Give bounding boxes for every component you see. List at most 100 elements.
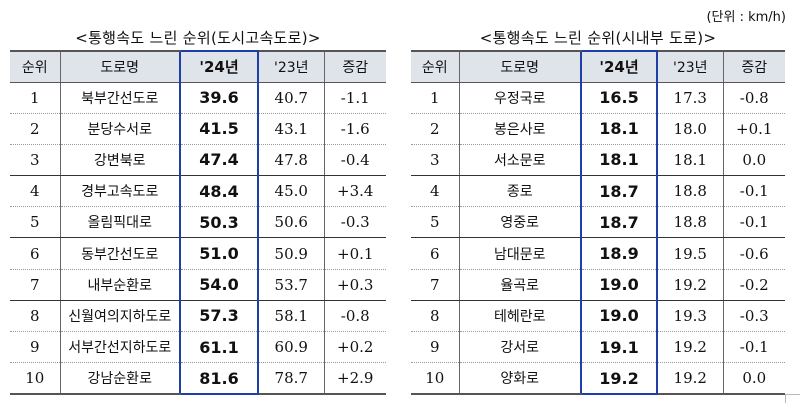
header-2024: '24년 (580, 50, 658, 83)
change-cell: -0.3 (722, 300, 785, 333)
speed-2024-cell: 18.9 (580, 237, 658, 270)
rank-cell: 7 (10, 269, 60, 301)
change-cell: -0.2 (722, 269, 785, 301)
speed-2023-cell: 43.1 (258, 113, 324, 145)
speed-2024-cell: 18.1 (580, 144, 658, 177)
rank-cell: 4 (411, 175, 459, 208)
change-cell: -0.1 (722, 331, 785, 364)
table-row: 10 양화로 19.2 19.2 0.0 (411, 362, 785, 395)
header-change: 증감 (323, 50, 386, 83)
table-row: 7 율곡로 19.0 19.2 -0.2 (411, 269, 785, 301)
downtown-road-title: <통행속도 느린 순위(시내부 도로)> (479, 29, 717, 47)
road-name-cell: 남대문로 (458, 237, 581, 270)
road-name-cell: 영중로 (458, 206, 581, 239)
speed-2023-cell: 19.5 (657, 237, 723, 270)
rank-cell: 8 (411, 300, 459, 333)
change-cell: 0.0 (722, 144, 785, 177)
speed-2023-cell: 18.0 (657, 113, 723, 145)
speed-2024-cell: 61.1 (179, 331, 259, 364)
speed-2023-cell: 50.6 (258, 206, 324, 239)
rank-cell: 3 (411, 144, 459, 177)
table-row: 10 강남순환로 81.6 78.7 +2.9 (10, 362, 386, 395)
table-row: 4 경부고속도로 48.4 45.0 +3.4 (10, 175, 386, 208)
speed-2023-cell: 45.0 (258, 175, 324, 208)
rank-cell: 2 (10, 113, 60, 145)
rank-cell: 4 (10, 175, 60, 208)
table-row: 8 신월여의지하도로 57.3 58.1 -0.8 (10, 300, 386, 333)
road-name-cell: 봉은사로 (458, 113, 581, 145)
rank-cell: 6 (411, 237, 459, 270)
rank-cell: 9 (10, 331, 60, 364)
change-cell: +0.1 (323, 237, 386, 270)
rank-cell: 7 (411, 269, 459, 301)
change-cell: +0.1 (722, 113, 785, 145)
road-name-cell: 강서로 (458, 331, 581, 364)
header-2023: '23년 (657, 50, 723, 83)
rank-cell: 6 (10, 237, 60, 270)
unit-label: (단위 : km/h) (706, 10, 786, 25)
header-rank: 순위 (411, 50, 459, 83)
road-name-cell: 동부간선도로 (59, 237, 180, 270)
table-row: 4 종로 18.7 18.8 -0.1 (411, 175, 785, 208)
speed-2023-cell: 18.8 (657, 206, 723, 239)
table-row: 3 강변북로 47.4 47.8 -0.4 (10, 144, 386, 177)
road-name-cell: 올림픽대로 (59, 206, 180, 239)
urban-expressway-panel: <통행속도 느린 순위(도시고속도로)> 순위 도로명 '24년 '23년 증감… (10, 26, 386, 395)
change-cell: -1.1 (323, 82, 386, 114)
road-name-cell: 경부고속도로 (59, 175, 180, 208)
road-name-cell: 내부순환로 (59, 269, 180, 301)
road-name-cell: 강남순환로 (59, 362, 180, 395)
table-header-row: 순위 도로명 '24년 '23년 증감 (411, 50, 785, 83)
speed-2024-cell: 50.3 (179, 206, 259, 239)
road-name-cell: 테헤란로 (458, 300, 581, 333)
change-cell: -0.1 (722, 175, 785, 208)
table-row: 9 강서로 19.1 19.2 -0.1 (411, 331, 785, 364)
page-corner-mark (785, 394, 800, 403)
change-cell: 0.0 (722, 362, 785, 395)
change-cell: -0.3 (323, 206, 386, 239)
change-cell: +2.9 (323, 362, 386, 395)
table-row: 2 봉은사로 18.1 18.0 +0.1 (411, 113, 785, 145)
downtown-road-body: 1 우정국로 16.5 17.3 -0.8 2 봉은사로 18.1 18.0 +0.1 3 서소문로 1… (411, 82, 785, 395)
road-name-cell: 서소문로 (458, 144, 581, 177)
rank-cell: 8 (10, 300, 60, 333)
road-name-cell: 강변북로 (59, 144, 180, 177)
change-cell: +0.3 (323, 269, 386, 301)
table-header-row: 순위 도로명 '24년 '23년 증감 (10, 50, 386, 83)
downtown-road-panel: <통행속도 느린 순위(시내부 도로)> 순위 도로명 '24년 '23년 증감… (411, 26, 785, 395)
table-row: 2 분당수서로 41.5 43.1 -1.6 (10, 113, 386, 145)
speed-2023-cell: 19.2 (657, 269, 723, 301)
table-row: 1 우정국로 16.5 17.3 -0.8 (411, 82, 785, 114)
header-road: 도로명 (59, 50, 180, 83)
header-2024: '24년 (179, 50, 259, 83)
speed-2024-cell: 16.5 (580, 82, 658, 114)
speed-2024-cell: 81.6 (179, 362, 259, 395)
speed-2024-cell: 41.5 (179, 113, 259, 145)
speed-2024-cell: 39.6 (179, 82, 259, 114)
change-cell: -1.6 (323, 113, 386, 145)
table-row: 6 동부간선도로 51.0 50.9 +0.1 (10, 237, 386, 270)
header-change: 증감 (722, 50, 785, 83)
table-row: 8 테헤란로 19.0 19.3 -0.3 (411, 300, 785, 333)
table-row: 5 영중로 18.7 18.8 -0.1 (411, 206, 785, 239)
road-name-cell: 율곡로 (458, 269, 581, 301)
road-name-cell: 종로 (458, 175, 581, 208)
speed-2024-cell: 57.3 (179, 300, 259, 333)
rank-cell: 10 (411, 362, 459, 395)
urban-expressway-body: 1 북부간선도로 39.6 40.7 -1.1 2 분당수서로 41.5 43.1 -1.6 3 강변… (10, 82, 386, 395)
speed-2024-cell: 51.0 (179, 237, 259, 270)
change-cell: -0.8 (722, 82, 785, 114)
speed-2024-cell: 19.1 (580, 331, 658, 364)
table-row: 5 올림픽대로 50.3 50.6 -0.3 (10, 206, 386, 239)
header-2023: '23년 (258, 50, 324, 83)
speed-2023-cell: 78.7 (258, 362, 324, 395)
road-name-cell: 양화로 (458, 362, 581, 395)
speed-2024-cell: 47.4 (179, 144, 259, 177)
speed-2023-cell: 19.2 (657, 331, 723, 364)
speed-2023-cell: 18.8 (657, 175, 723, 208)
speed-2024-cell: 18.7 (580, 206, 658, 239)
rank-cell: 1 (411, 82, 459, 114)
header-road: 도로명 (458, 50, 581, 83)
table-row: 9 서부간선지하도로 61.1 60.9 +0.2 (10, 331, 386, 364)
table-row: 6 남대문로 18.9 19.5 -0.6 (411, 237, 785, 270)
